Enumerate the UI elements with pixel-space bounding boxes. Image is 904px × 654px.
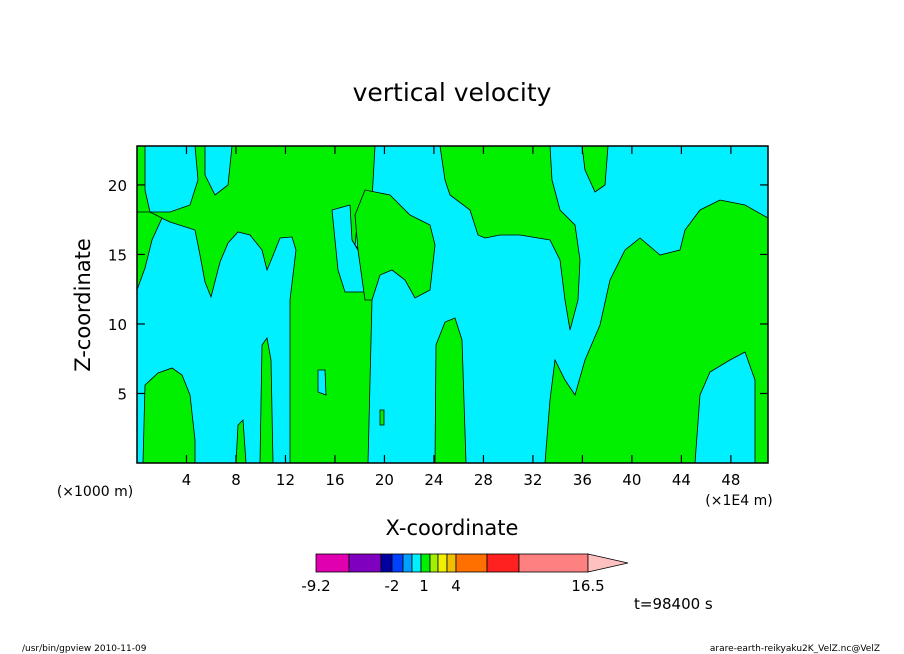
- region: [434, 317, 467, 463]
- region: [142, 367, 196, 463]
- x-axis-title: X-coordinate: [386, 516, 519, 540]
- x-tick-label: 20: [375, 471, 394, 489]
- x-tick-label: 32: [523, 471, 542, 489]
- x-tick-label: 12: [276, 471, 295, 489]
- colorbar-shade: [315, 553, 350, 573]
- region: [137, 211, 163, 291]
- colorbar-shade: [437, 553, 448, 573]
- colorbar-shade: [348, 553, 382, 573]
- colorbar-shade: [411, 553, 422, 573]
- x-tick-label: 24: [424, 471, 443, 489]
- x-tick-label: 16: [325, 471, 344, 489]
- region: [354, 189, 436, 301]
- x-unit-label: (×1000 m): [57, 484, 133, 500]
- colorbar-shade: [420, 553, 431, 573]
- contour-field: [137, 146, 768, 463]
- colorbar-shade: [455, 553, 488, 573]
- footer-left: /usr/bin/gpview 2010-11-09: [22, 644, 147, 654]
- y-tick-label: 10: [108, 316, 127, 334]
- colorbar-tick-label: 1: [419, 577, 429, 595]
- footer-right: arare-earth-reikyaku2K_VelZ.nc@VelZ: [710, 644, 880, 654]
- colorbar-shade: [402, 553, 413, 573]
- y-tick-label: 20: [108, 177, 127, 195]
- colorbar-tick-label: 16.5: [571, 577, 604, 595]
- region: [204, 146, 233, 196]
- region: [439, 146, 581, 331]
- region: [235, 419, 247, 463]
- y-tick-label: 15: [108, 246, 127, 264]
- colorbar-shade: [486, 553, 520, 573]
- colorbar-shade: [446, 553, 457, 573]
- colorbar-shade: [380, 553, 393, 573]
- region: [259, 336, 274, 463]
- x-tick-label: 48: [721, 471, 740, 489]
- time-label: t=98400 s: [634, 595, 713, 613]
- colorbar-shade: [429, 553, 439, 573]
- plot-frame: [136, 145, 769, 464]
- region: [144, 146, 199, 213]
- x-tick-label: 36: [573, 471, 592, 489]
- colorbar-tick-label: -2: [385, 577, 400, 595]
- colorbar-tick-label: 4: [451, 577, 461, 595]
- x-tick-label: 28: [474, 471, 493, 489]
- x-tick-label: 40: [622, 471, 641, 489]
- colorbar-shade: [391, 553, 404, 573]
- x-unit-label: (×1E4 m): [705, 493, 772, 509]
- region: [581, 146, 609, 193]
- x-tick-label: 44: [672, 471, 691, 489]
- colorbar-shade: [518, 553, 589, 573]
- chart-title: vertical velocity: [353, 78, 552, 107]
- y-tick-label: 5: [117, 385, 127, 403]
- colorbar-arrow: [587, 553, 629, 573]
- x-tick-label: 4: [182, 471, 192, 489]
- x-tick-label: 8: [231, 471, 241, 489]
- region: [694, 351, 756, 463]
- region: [379, 409, 385, 426]
- region: [317, 369, 327, 396]
- colorbar-tick-label: -9.2: [301, 577, 330, 595]
- y-axis-title: Z-coordinate: [71, 238, 95, 372]
